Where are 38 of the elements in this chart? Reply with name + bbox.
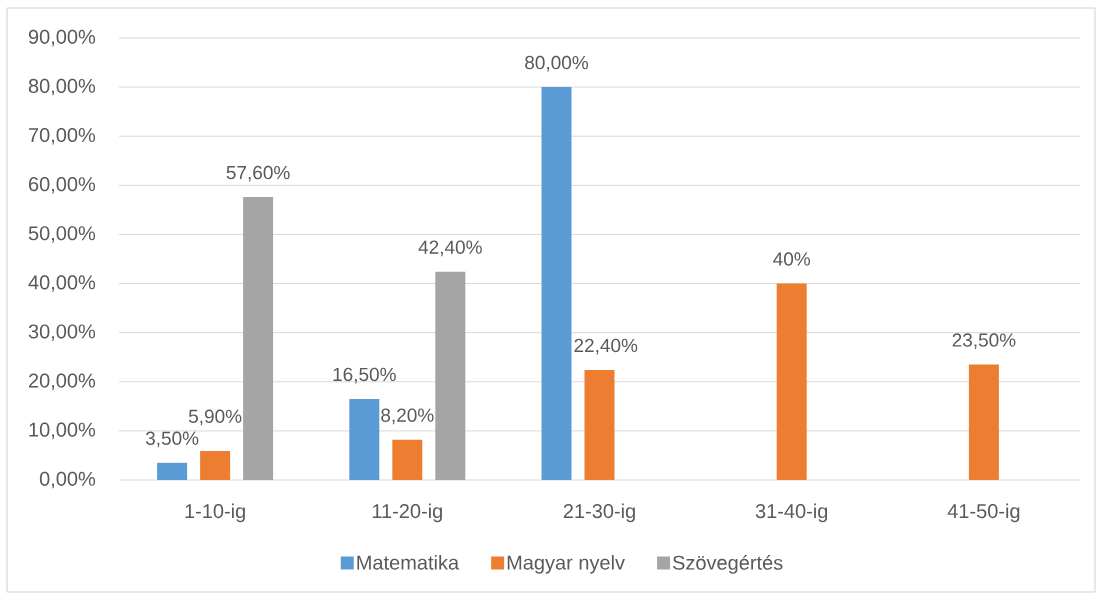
x-tick-label: 1-10-ig: [185, 503, 245, 523]
x-tick-label: 31-40-ig: [755, 503, 828, 523]
data-label: 80,00%: [525, 55, 589, 72]
legend-label: Matematika: [357, 555, 460, 570]
y-tick-label: 90,00%: [28, 29, 96, 47]
data-label: 23,50%: [952, 333, 1016, 350]
data-label: 16,50%: [333, 367, 396, 384]
x-tick-label: 41-50-ig: [947, 503, 1020, 523]
x-tick-label: 11-20-ig: [372, 503, 442, 523]
legend-label: Szövegértés: [672, 554, 783, 574]
y-tick-label: 60,00%: [29, 177, 96, 194]
data-label: 5,90%: [188, 409, 242, 426]
y-tick-label: 30,00%: [28, 324, 96, 341]
bar: [541, 87, 572, 480]
y-tick-label: 40,00%: [28, 275, 96, 292]
bar: [392, 439, 423, 480]
bar: [200, 451, 231, 480]
y-tick-label: 0,00%: [39, 471, 96, 489]
bar: [435, 271, 466, 480]
bar: [968, 364, 999, 480]
y-tick-label: 80,00%: [28, 78, 96, 96]
data-label: 3,50%: [145, 431, 199, 448]
y-tick-label: 50,00%: [28, 226, 96, 243]
bar: [776, 283, 807, 480]
bar: [157, 462, 188, 480]
y-tick-label: 10,00%: [29, 422, 96, 440]
data-label: 42,40%: [418, 240, 482, 257]
bar: [584, 369, 615, 480]
bar: [349, 398, 380, 480]
data-label: 22,40%: [574, 338, 638, 355]
bar: [243, 197, 274, 480]
legend-label: Magyar nyelv: [507, 555, 625, 574]
y-tick-label: 70,00%: [29, 127, 96, 145]
y-tick-label: 20,00%: [28, 373, 96, 391]
data-label: 8,20%: [381, 408, 434, 425]
data-label: 40%: [773, 252, 811, 266]
data-label: 57,60%: [226, 165, 290, 182]
x-tick-label: 21-30-ig: [563, 503, 635, 523]
